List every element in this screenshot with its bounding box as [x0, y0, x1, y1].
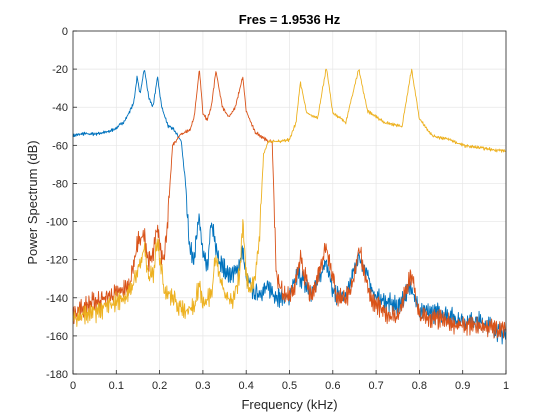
- x-tick-label: 0.4: [239, 380, 254, 392]
- y-tick-label: -60: [52, 140, 68, 152]
- x-tick-label: 0.5: [282, 380, 297, 392]
- x-tick-label: 0.2: [152, 380, 167, 392]
- x-tick-label: 0.6: [325, 380, 340, 392]
- x-axis-label: Frequency (kHz): [241, 397, 337, 412]
- x-tick-label: 1: [503, 380, 509, 392]
- series-line-2: [72, 70, 507, 339]
- y-tick-label: -20: [52, 64, 68, 76]
- x-tick-label: 0: [70, 380, 76, 392]
- x-tick-label: 0.9: [455, 380, 470, 392]
- axes: 0 0.1 0.2 0.3 0.4 0.5 0.6 0.7 0.8 0.9 1 0 -20 -40 -60 -…: [46, 26, 509, 392]
- x-tick-label: 0.7: [368, 380, 383, 392]
- x-tick-label: 0.8: [412, 380, 427, 392]
- y-tick-label: -180: [46, 369, 68, 381]
- y-tick-label: -40: [52, 102, 68, 114]
- y-tick-label: -100: [46, 217, 68, 229]
- chart-title: Fres = 1.9536 Hz: [239, 12, 341, 27]
- x-tick-label: 0.3: [195, 380, 210, 392]
- series-line-3: [72, 68, 507, 327]
- y-tick-label: -140: [46, 293, 68, 305]
- series-layer: [72, 68, 507, 345]
- y-tick-label: -80: [52, 178, 68, 190]
- y-tick-label: -160: [46, 331, 68, 343]
- x-tick-label: 0.1: [109, 380, 124, 392]
- y-tick-label: -120: [46, 255, 68, 267]
- y-tick-label: 0: [62, 26, 68, 38]
- series-line-1: [72, 70, 507, 345]
- y-axis-label: Power Spectrum (dB): [25, 140, 40, 264]
